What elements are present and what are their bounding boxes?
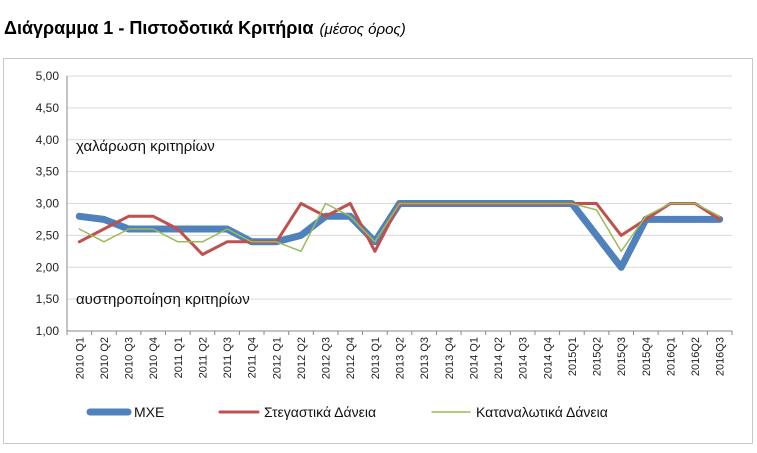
x-tick-label: 2013 Q4 [444, 337, 456, 379]
x-tick-label: 2012 Q4 [345, 337, 357, 379]
x-tick-label: 2014 Q2 [493, 337, 505, 379]
legend: ΜΧΕ Στεγαστικά Δάνεια Καταναλωτικά Δάνεια [86, 404, 608, 420]
x-tick-label: 2012 Q1 [271, 337, 283, 379]
x-tick-label: 2015Q1 [567, 337, 579, 376]
series-lines [75, 200, 724, 271]
chart-subtitle: (μέσος όρος) [319, 21, 406, 38]
x-tick-label: 2016Q3 [715, 337, 727, 376]
x-tick-label: 2010 Q4 [148, 337, 160, 379]
x-tick-label: 2010 Q1 [74, 337, 86, 379]
x-tick-label: 2016Q1 [665, 337, 677, 376]
grid-lines [66, 75, 732, 332]
x-tick-label: 2013 Q2 [395, 337, 407, 379]
y-axis-ticks: 1,00 1,50 2,00 2,50 3,00 3,50 4,00 4,50 5,00 [36, 69, 60, 338]
x-tick-label: 2015Q3 [616, 337, 628, 376]
annotation-easing: χαλάρωση κριτηρίων [76, 138, 215, 155]
x-tick-label: 2013 Q1 [370, 337, 382, 379]
x-tick-label: 2012 Q3 [321, 337, 333, 379]
y-tick-label: 1,00 [36, 324, 60, 338]
annotation-tightening: αυστηροποίηση κριτηρίων [76, 291, 250, 308]
x-tick-label: 2014 Q3 [518, 337, 530, 379]
x-tick-label: 2014 Q4 [542, 337, 554, 379]
y-tick-label: 4,50 [36, 101, 60, 115]
y-tick-label: 5,00 [36, 69, 60, 83]
x-tick-label: 2011 Q4 [247, 337, 259, 378]
chart-frame [3, 58, 753, 444]
y-tick-label: 2,00 [36, 260, 60, 274]
y-tick-label: 2,50 [36, 228, 60, 242]
x-tick-label: 2015Q4 [641, 337, 653, 376]
legend-label: Καταναλωτικά Δάνεια [476, 404, 608, 420]
x-tick-label: 2010 Q3 [124, 337, 136, 379]
x-tick-label: 2011 Q3 [222, 337, 234, 378]
y-tick-label: 4,00 [36, 133, 60, 147]
annotations: χαλάρωση κριτηρίων αυστηροποίηση κριτηρίω… [76, 138, 250, 308]
y-tick-label: 1,50 [36, 292, 60, 306]
legend-label: Στεγαστικά Δάνεια [264, 404, 376, 420]
x-tick-label: 2015Q2 [592, 337, 604, 376]
x-tick-label: 2011 Q1 [173, 337, 185, 378]
x-tick-label: 2011 Q2 [197, 337, 209, 378]
x-axis-ticks: 2010 Q1 2010 Q2 2010 Q3 2010 Q4 2011 Q1 2011 … [66, 331, 733, 379]
x-tick-label: 2016Q2 [690, 337, 702, 376]
x-tick-label: 2014 Q1 [468, 337, 480, 379]
y-tick-label: 3,00 [36, 197, 60, 211]
page-title: Διάγραμμα 1 - Πιστοδοτικά Κριτήρια (μέσος… [4, 18, 406, 39]
x-tick-label: 2013 Q3 [419, 337, 431, 379]
chart-title: Διάγραμμα 1 - Πιστοδοτικά Κριτήρια [4, 18, 314, 38]
x-tick-label: 2010 Q2 [99, 337, 111, 379]
x-tick-label: 2012 Q2 [296, 337, 308, 379]
legend-label: ΜΧΕ [134, 404, 164, 420]
y-tick-label: 3,50 [36, 165, 60, 179]
series-line-3 [78, 202, 721, 253]
